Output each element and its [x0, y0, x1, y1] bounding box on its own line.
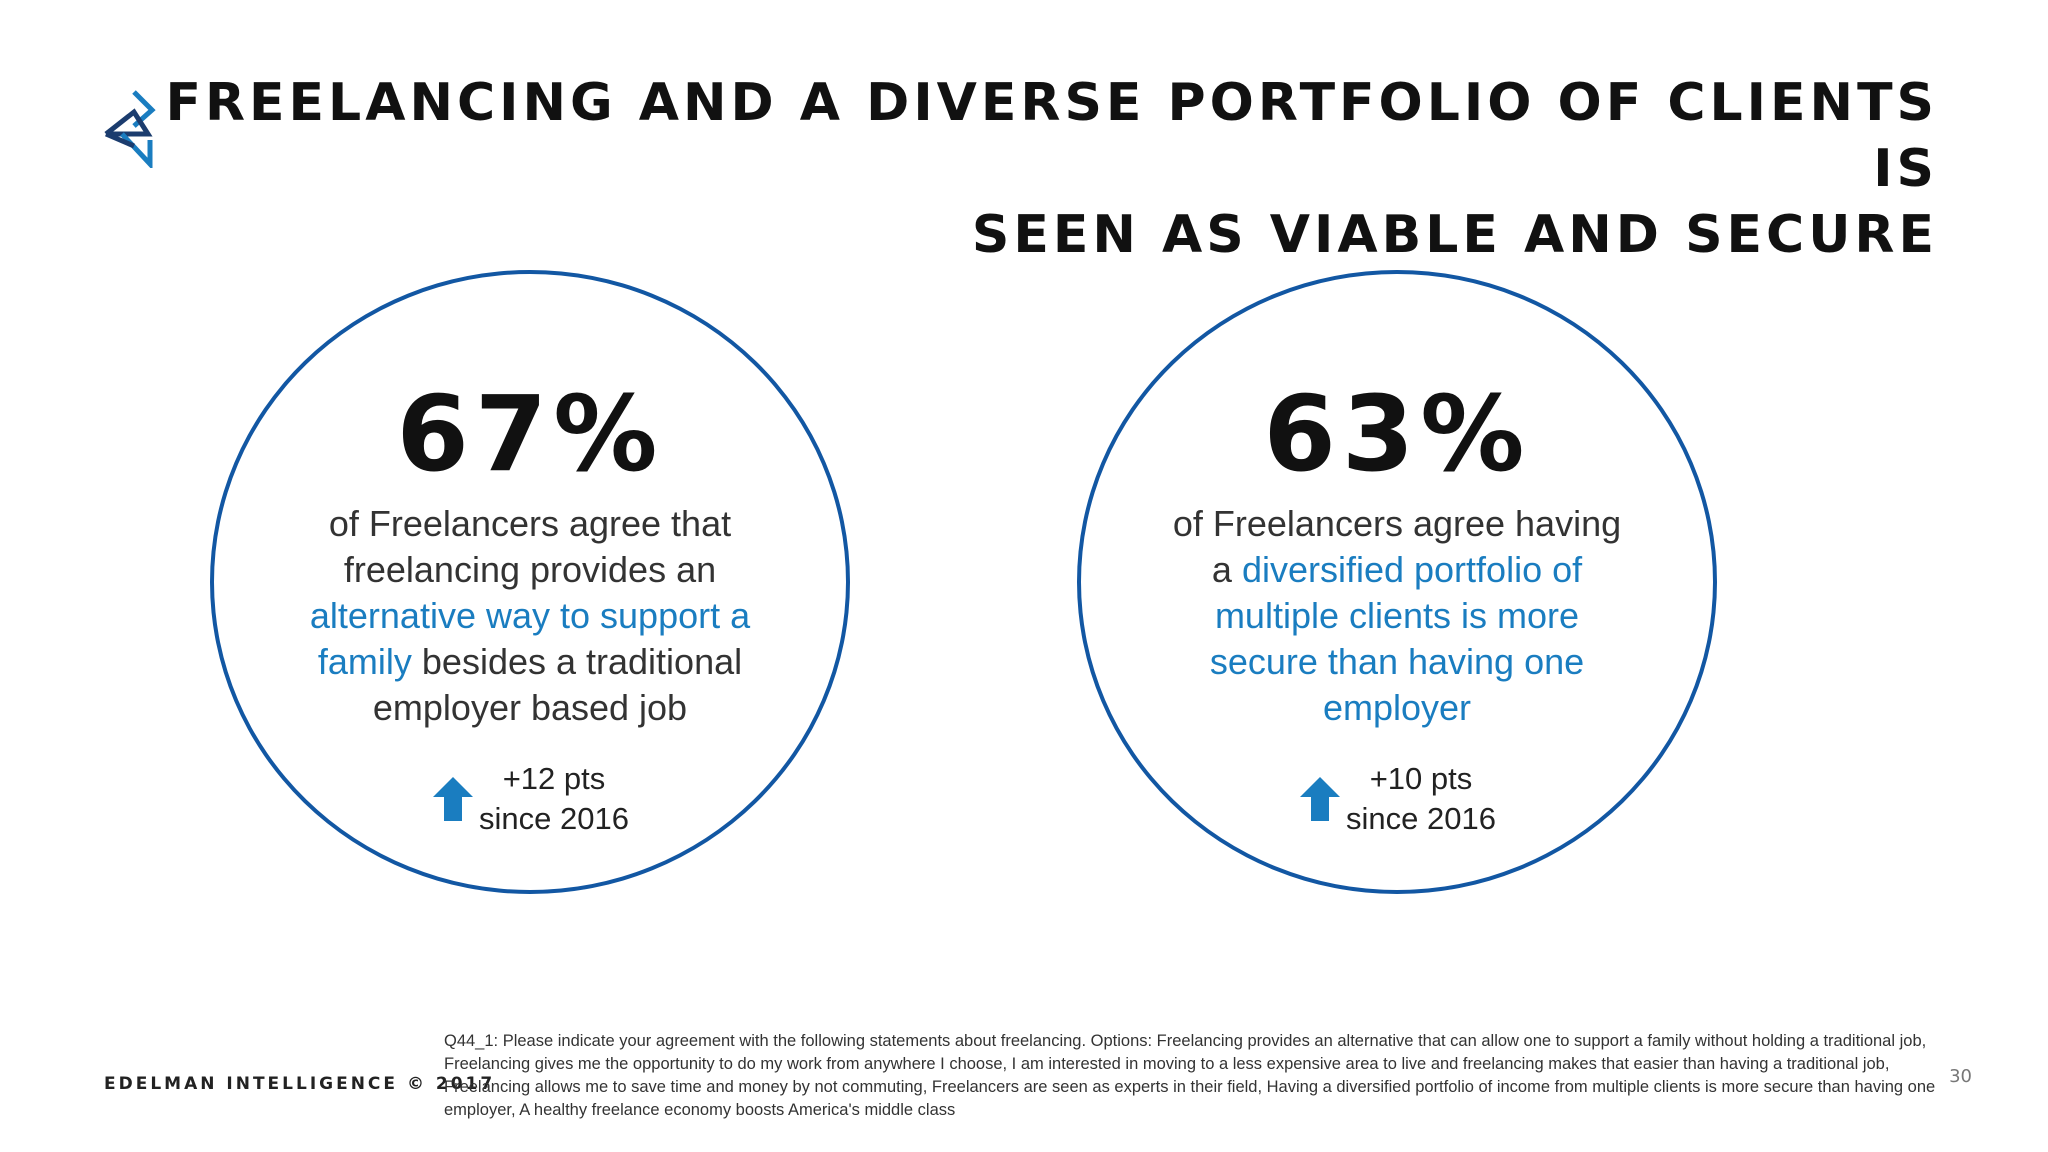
statement-highlight: diversified portfolio of multiple client… — [1209, 549, 1585, 728]
statement-text: of Freelancers agree having a — [1172, 503, 1622, 590]
edelman-intelligence-logo-icon — [100, 88, 162, 171]
stat-change: +12 pts since 2016 — [214, 759, 846, 839]
change-label: +12 pts since 2016 — [479, 759, 629, 839]
footer-brand: EDELMAN INTELLIGENCE © 2017 — [104, 1074, 496, 1094]
stat-statement: of Freelancers agree that freelancing pr… — [295, 501, 765, 731]
footnote: Q44_1: Please indicate your agreement wi… — [444, 1032, 1936, 1119]
up-arrow-icon — [433, 777, 474, 821]
stat-change: +10 pts since 2016 — [1081, 759, 1713, 839]
title-line-1: Freelancing and a diverse portfolio of c… — [165, 73, 1938, 199]
title-line-2: seen as viable and secure — [971, 205, 1938, 265]
change-points: +10 pts — [1369, 761, 1473, 796]
stat-circle-freelancing-family: 67% of Freelancers agree that freelancin… — [210, 270, 850, 894]
page-number: 30 — [1949, 1066, 1972, 1087]
up-arrow-icon — [1300, 777, 1341, 821]
change-label: +10 pts since 2016 — [1346, 759, 1496, 839]
statement-highlight: alternative way to support a family — [309, 595, 751, 682]
statement-text-after: besides a traditional employer based job — [372, 641, 743, 728]
statement-text: of Freelancers agree that freelancing pr… — [328, 503, 732, 590]
change-points: +12 pts — [502, 761, 606, 796]
stat-statement: of Freelancers agree having a diversifie… — [1162, 501, 1632, 731]
stat-percent: 67% — [396, 373, 664, 495]
change-since: since 2016 — [479, 801, 629, 836]
change-since: since 2016 — [1346, 801, 1496, 836]
stat-percent: 63% — [1263, 373, 1531, 495]
page-title: Freelancing and a diverse portfolio of c… — [138, 70, 1938, 268]
stat-circle-diversified-portfolio: 63% of Freelancers agree having a divers… — [1077, 270, 1717, 894]
